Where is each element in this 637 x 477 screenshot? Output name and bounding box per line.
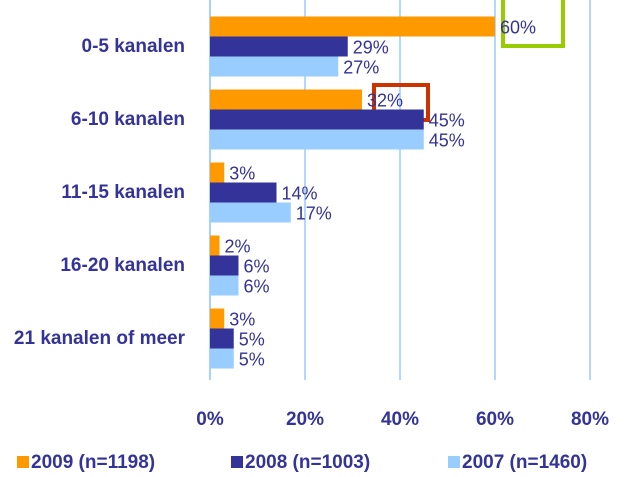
legend-marker <box>17 456 29 468</box>
bar <box>210 182 277 203</box>
category-label: 0-5 kanalen <box>81 35 186 57</box>
bar <box>210 308 225 329</box>
data-label: 5% <box>239 349 265 369</box>
bar <box>210 255 239 276</box>
data-label: 27% <box>343 57 379 77</box>
bar <box>210 36 348 57</box>
bar <box>210 275 239 296</box>
bar <box>210 109 424 130</box>
highlight-box <box>501 0 565 48</box>
legend-marker <box>448 456 460 468</box>
data-label: 29% <box>353 37 389 57</box>
data-label: 45% <box>429 130 465 150</box>
x-tick-label: 20% <box>286 409 324 430</box>
data-label: 3% <box>229 309 255 329</box>
data-label: 32% <box>367 90 403 110</box>
x-tick-label: 40% <box>381 409 419 430</box>
legend-label: 2007 (n=1460) <box>462 452 587 473</box>
category-label: 6-10 kanalen <box>70 108 185 130</box>
bar <box>210 328 234 349</box>
legend-label: 2008 (n=1003) <box>245 452 370 473</box>
legend-label: 2009 (n=1198) <box>31 452 155 473</box>
category-label: 11-15 kanalen <box>61 181 185 203</box>
data-label: 17% <box>296 203 332 223</box>
x-tick-label: 0% <box>196 409 224 430</box>
data-label: 60% <box>500 17 536 37</box>
bar <box>210 89 362 110</box>
x-tick-label: 60% <box>476 409 514 430</box>
data-label: 5% <box>239 329 265 349</box>
data-label: 6% <box>244 256 270 276</box>
category-label: 16-20 kanalen <box>60 254 185 276</box>
data-label: 14% <box>282 183 318 203</box>
bar <box>210 16 495 37</box>
data-label: 45% <box>429 110 465 130</box>
bar <box>210 162 225 183</box>
bar <box>210 348 234 369</box>
data-label: 2% <box>225 236 251 256</box>
bar <box>210 129 424 150</box>
legend-marker <box>231 456 243 468</box>
data-label: 6% <box>244 276 270 296</box>
data-label: 3% <box>229 163 255 183</box>
bar <box>210 56 339 77</box>
bar <box>210 235 220 256</box>
category-label: 21 kanalen of meer <box>13 327 185 349</box>
bar <box>210 202 291 223</box>
x-tick-label: 80% <box>571 409 609 430</box>
